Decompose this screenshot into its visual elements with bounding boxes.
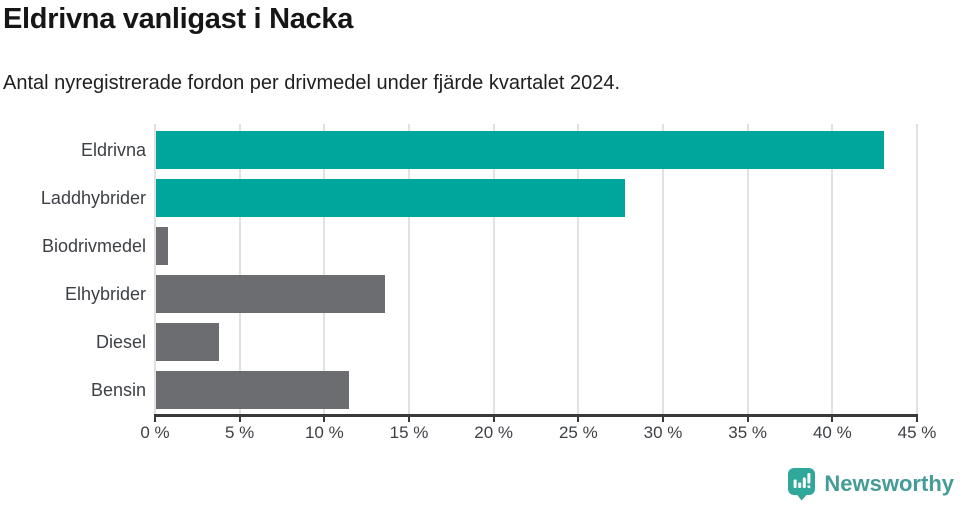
x-tick-5	[238, 414, 241, 422]
chart-subtitle: Antal nyregistrerade fordon per drivmede…	[3, 72, 621, 94]
x-tick-20	[492, 414, 495, 422]
bar-chart-plot-area	[154, 124, 918, 414]
category-label-biodrivmedel: Biodrivmedel	[41, 236, 146, 256]
x-tick-10	[323, 414, 326, 422]
category-label-laddhybrider: Laddhybrider	[40, 188, 146, 208]
x-tick-25	[577, 414, 580, 422]
category-label-eldrivna: Eldrivna	[80, 140, 146, 160]
newsworthy-bar-chart-speech-bubble-icon	[788, 468, 816, 501]
bar-laddhybrider	[156, 179, 626, 217]
x-tick-label-15: 15 %	[389, 423, 429, 442]
category-label-diesel: Diesel	[95, 332, 146, 352]
x-tick-label-40: 40 %	[812, 423, 852, 442]
gridline-35	[746, 124, 749, 414]
bar-diesel	[156, 323, 219, 361]
x-tick-label-10: 10 %	[304, 423, 344, 442]
category-label-elhybrider: Elhybrider	[64, 284, 146, 304]
x-tick-label-45: 45 %	[897, 423, 937, 442]
x-tick-label-0: 0 %	[140, 423, 170, 442]
bar-bensin	[156, 371, 350, 409]
x-tick-label-20: 20 %	[474, 423, 514, 442]
x-tick-label-25: 25 %	[558, 423, 598, 442]
category-label-bensin: Bensin	[90, 380, 146, 400]
x-tick-45	[916, 414, 918, 422]
gridline-25	[577, 124, 580, 414]
x-tick-label-35: 35 %	[728, 423, 768, 442]
x-tick-label-5: 5 %	[225, 423, 255, 442]
gridline-40	[831, 124, 834, 414]
x-tick-0	[154, 414, 156, 422]
bar-biodrivmedel	[156, 227, 168, 265]
x-tick-30	[662, 414, 664, 422]
gridline-5	[238, 124, 241, 414]
newsworthy-logo: Newsworthy	[787, 467, 954, 501]
x-axis-line	[154, 414, 918, 417]
gridline-0	[154, 124, 156, 414]
gridline-10	[323, 124, 326, 414]
x-tick-label-30: 30 %	[643, 423, 683, 442]
bar-elhybrider	[156, 275, 385, 313]
gridline-20	[492, 124, 495, 414]
x-tick-40	[831, 414, 834, 422]
brand-name: Newsworthy	[824, 471, 954, 496]
x-tick-35	[746, 414, 749, 422]
bar-eldrivna	[156, 131, 885, 169]
gridline-30	[662, 124, 664, 414]
page-title: Eldrivna vanligast i Nacka	[3, 3, 354, 35]
gridline-15	[408, 124, 410, 414]
x-tick-15	[408, 414, 410, 422]
gridline-45	[916, 124, 918, 414]
